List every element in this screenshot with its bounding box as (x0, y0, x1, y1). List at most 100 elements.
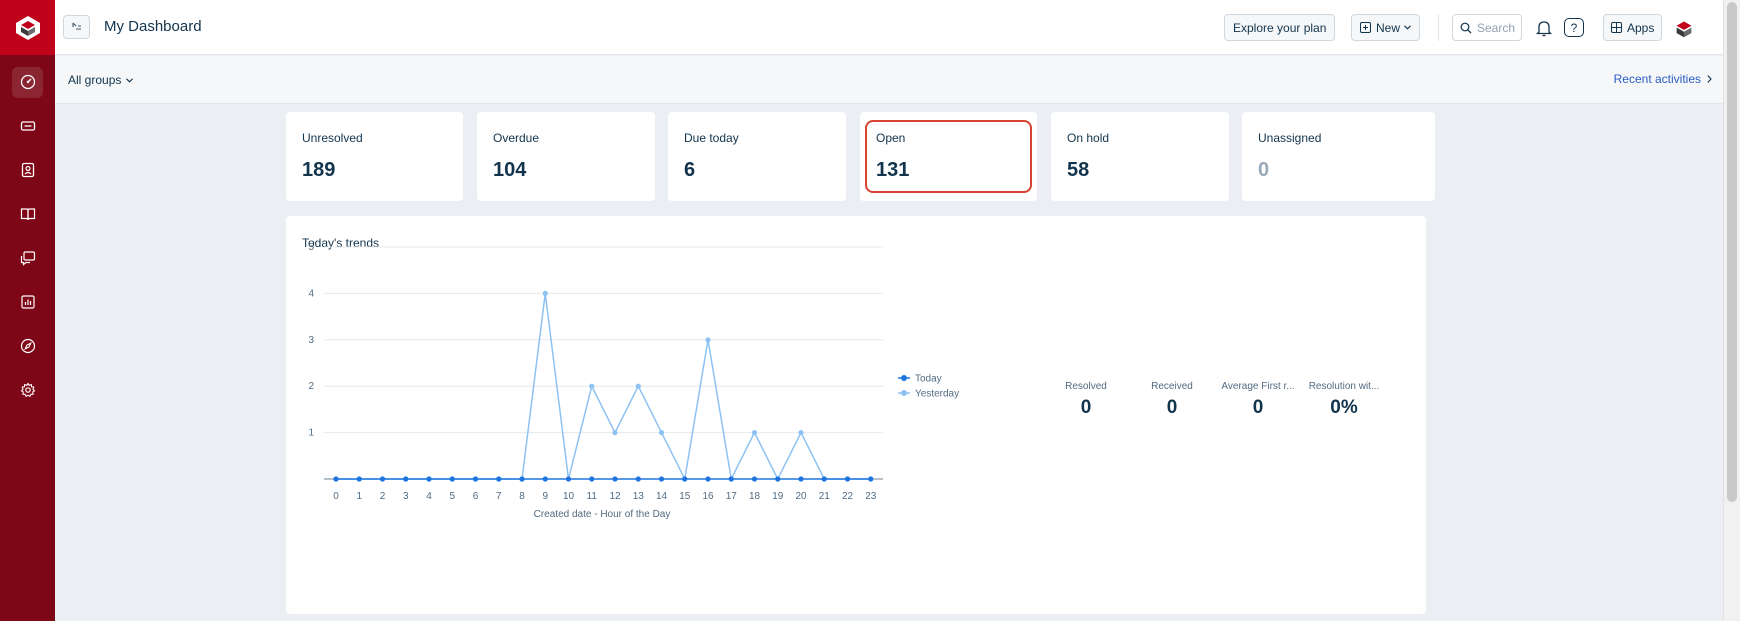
notifications-button[interactable] (1534, 14, 1554, 41)
nav-contacts[interactable] (0, 148, 55, 192)
stat-label: Resolved (1065, 381, 1107, 392)
profile-logo-icon (1676, 21, 1692, 38)
stat-label: Received (1151, 381, 1193, 392)
recent-activities-link[interactable]: Recent activities (1614, 72, 1712, 86)
help-button[interactable]: ? (1563, 14, 1585, 41)
left-nav-rail (0, 0, 55, 621)
y-tick-label: 5 (308, 242, 314, 253)
apps-label: Apps (1627, 20, 1655, 35)
nav-forums[interactable] (0, 236, 55, 280)
apps-icon (1611, 22, 1622, 33)
recent-activities-label: Recent activities (1613, 72, 1701, 86)
nav-dashboard[interactable] (0, 60, 55, 104)
data-point-today (542, 476, 548, 482)
metric-label: Unresolved (302, 131, 363, 145)
metric-value: 104 (493, 159, 527, 181)
selection-highlight (865, 120, 1032, 193)
discover-icon (20, 338, 35, 354)
metric-card-unresolved[interactable]: Unresolved 189 (286, 112, 463, 201)
metric-card-open[interactable]: Open 131 (860, 112, 1037, 201)
x-tick-label: 4 (426, 491, 432, 502)
x-tick-label: 13 (633, 491, 645, 502)
data-point-today (705, 476, 711, 482)
nav-discover[interactable] (0, 324, 55, 368)
data-point-today (519, 476, 525, 482)
data-point-yesterday (635, 383, 641, 389)
metric-label: Unassigned (1258, 131, 1322, 145)
new-button[interactable]: New (1351, 14, 1421, 41)
metric-card-due-today[interactable]: Due today 6 (668, 112, 846, 201)
settings-icon (20, 382, 35, 398)
stat-average-first-response: Average First r... 0 (1215, 381, 1301, 419)
stat-label: Average First r... (1221, 381, 1295, 392)
metric-value: 58 (1067, 159, 1090, 181)
data-point-yesterday (612, 430, 618, 436)
data-point-today (844, 476, 851, 482)
plus-box-icon (1360, 22, 1371, 33)
data-point-today (798, 476, 804, 482)
x-tick-label: 1 (356, 491, 362, 502)
nav-solutions[interactable] (0, 192, 55, 236)
data-point-today (868, 476, 874, 482)
x-tick-label: 19 (772, 491, 784, 502)
data-point-today (356, 476, 362, 482)
todays-trends-panel: Today's trends 1 2 3 4 5 0 1 2 3 4 5 6 7 8 9 10 11 12 13 14… (286, 216, 1426, 614)
bell-icon (1536, 20, 1552, 36)
x-axis-title: Created date - Hour of the Day (534, 509, 671, 520)
profile-avatar[interactable] (1669, 13, 1699, 43)
data-point-today (565, 476, 572, 482)
stat-value: 0 (1252, 397, 1264, 418)
metric-card-on-hold[interactable]: On hold 58 (1051, 112, 1229, 201)
data-point-today (821, 476, 827, 482)
data-point-today (333, 476, 339, 482)
nav-reports[interactable] (0, 280, 55, 324)
y-tick-label: 2 (308, 381, 314, 392)
page-scrollbar[interactable] (1723, 0, 1740, 621)
data-point-today (751, 476, 758, 482)
data-point-yesterday (658, 430, 665, 436)
new-button-label: New (1376, 20, 1401, 35)
data-point-today (728, 476, 734, 482)
group-filter-dropdown[interactable]: All groups (68, 73, 134, 87)
search-input[interactable]: Search (1452, 14, 1522, 41)
scrollbar-thumb[interactable] (1727, 2, 1737, 502)
nav-settings[interactable] (0, 368, 55, 412)
x-tick-label: 2 (380, 491, 386, 502)
nav-tickets[interactable] (0, 104, 55, 148)
x-tick-label: 7 (496, 491, 502, 502)
metric-card-unassigned[interactable]: Unassigned 0 (1242, 112, 1435, 201)
metric-card-overdue[interactable]: Overdue 104 (477, 112, 655, 201)
x-tick-label: 9 (542, 491, 548, 502)
data-point-today (682, 476, 688, 482)
chevron-right-icon (1707, 75, 1712, 83)
explore-plan-label: Explore your plan (1233, 20, 1327, 35)
group-filter-label: All groups (68, 73, 122, 87)
metric-value: 0 (1258, 159, 1270, 181)
search-placeholder: Search (1477, 20, 1516, 35)
apps-button[interactable]: Apps (1603, 14, 1663, 41)
top-header: My Dashboard Explore your plan New Searc… (55, 0, 1723, 55)
explore-plan-button[interactable]: Explore your plan (1224, 14, 1336, 41)
x-tick-label: 17 (726, 491, 738, 502)
solutions-icon (20, 208, 35, 221)
x-tick-label: 14 (656, 491, 668, 502)
brand-logo[interactable] (0, 0, 55, 55)
stat-value: 0% (1330, 397, 1358, 418)
y-tick-label: 4 (308, 288, 314, 299)
x-tick-label: 8 (519, 491, 525, 502)
dashboard-toolbar: All groups Recent activities (55, 56, 1723, 104)
x-tick-label: 20 (795, 491, 807, 502)
legend-label: Today (915, 374, 942, 385)
tickets-icon (20, 121, 35, 131)
sidebar-toggle-button[interactable] (63, 15, 90, 39)
data-point-today (379, 476, 386, 482)
contacts-icon (21, 162, 34, 178)
x-tick-label: 22 (842, 491, 854, 502)
x-tick-label: 23 (865, 491, 877, 502)
stat-received: Received 0 (1129, 381, 1215, 419)
data-point-today (612, 476, 618, 482)
legend-label: Yesterday (915, 389, 959, 400)
data-point-today (775, 476, 781, 482)
sidebar-toggle-icon (71, 22, 81, 30)
